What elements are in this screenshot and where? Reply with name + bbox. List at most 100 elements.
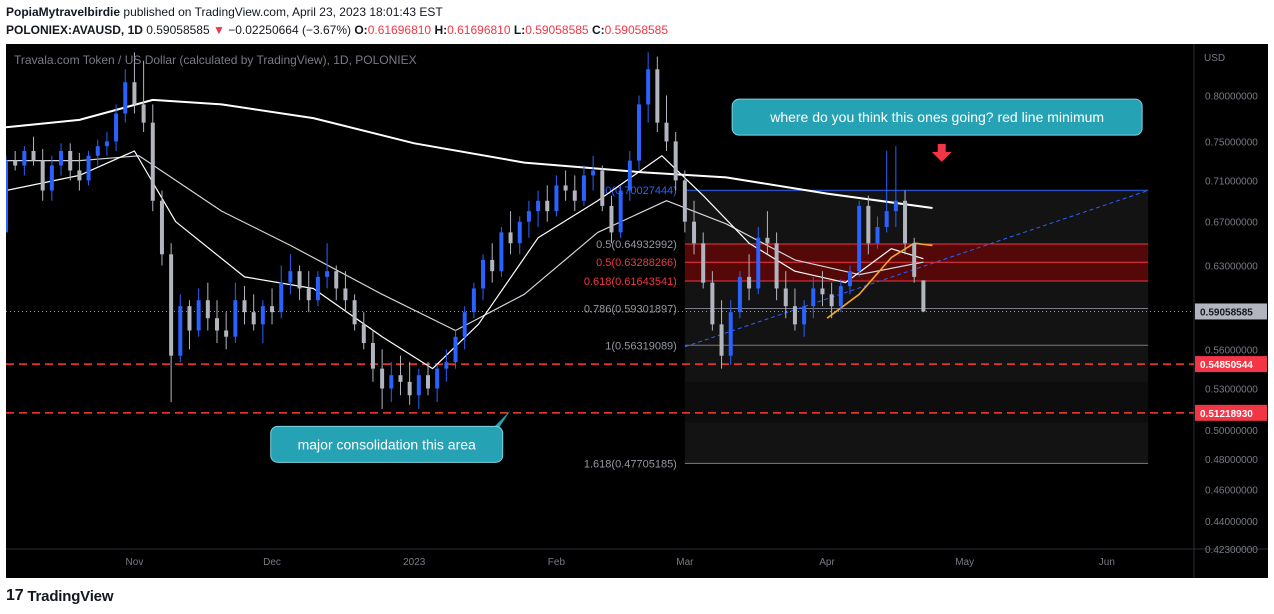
candle-body (233, 300, 238, 337)
footer: 17 TradingView (6, 584, 113, 608)
candle-body (86, 155, 91, 181)
horizontal-levels[interactable] (6, 310, 1194, 414)
price-chart[interactable]: 0(0.70027444) 0.5(0.64932992) 0.5(0.632882… (6, 44, 1268, 578)
candle-body (251, 312, 256, 325)
candles (6, 52, 926, 409)
candle-body (802, 306, 807, 325)
candle-body (453, 336, 458, 363)
fib-level-label: 0.618(0.61643541) (584, 276, 677, 288)
price-tick-label: 0.50000000 (1205, 426, 1258, 437)
candle-body (416, 375, 421, 396)
price-tick-label: 0.63000000 (1205, 261, 1258, 272)
author-name[interactable]: PopiaMytravelbirdie (6, 5, 121, 19)
candle-body (481, 259, 486, 289)
candle-body (361, 324, 366, 343)
candle-body (59, 150, 64, 166)
candle-body (719, 324, 724, 356)
candle-body (425, 375, 430, 389)
candle-body (380, 368, 385, 389)
tradingview-logo-icon: 17 (6, 587, 24, 604)
close-value: 0.59058585 (604, 23, 669, 37)
sma200-line (6, 98, 933, 209)
chart-area[interactable]: 0(0.70027444) 0.5(0.64932992) 0.5(0.632882… (6, 44, 1268, 578)
candle-body (205, 300, 210, 319)
candle-body (811, 288, 816, 307)
fibonacci-retracement[interactable]: 0(0.70027444) 0.5(0.64932992) 0.5(0.632882… (584, 185, 1149, 470)
candle-body (866, 205, 871, 244)
currency-label: USD (1204, 53, 1225, 64)
high-label: H: (434, 23, 448, 37)
annotation-callout-box[interactable] (731, 98, 1143, 136)
time-tick-label: Mar (676, 557, 694, 568)
fib-level-label: 0.5(0.64932992) (596, 239, 677, 251)
candle-body (6, 160, 8, 233)
candle-body (921, 280, 926, 312)
price-label-text: 0.59058585 (1200, 307, 1253, 318)
candle-body (169, 254, 174, 356)
candle-body (875, 227, 880, 244)
price-label-badge (1195, 404, 1267, 421)
candle-body (701, 243, 706, 283)
candle-body (13, 160, 18, 166)
candle-body (591, 170, 596, 176)
candle-body (297, 271, 302, 289)
low-value: 0.59058585 (525, 23, 589, 37)
time-tick-label: 2023 (403, 557, 426, 568)
change-value: −0.02250664 (−3.67%) (228, 23, 351, 37)
candle-body (655, 69, 660, 123)
open-label: O: (354, 23, 368, 37)
candle-body (435, 368, 440, 389)
candle-body (187, 306, 192, 331)
candle-body (95, 146, 100, 156)
time-tick-label: Dec (263, 557, 281, 568)
candle-body (774, 243, 779, 289)
high-value: 0.61696810 (447, 23, 511, 37)
annotation-consolidation-box[interactable] (270, 425, 504, 463)
price-axis-background[interactable] (1194, 44, 1268, 549)
fib-level-label: 0(0.70027444) (605, 185, 677, 197)
candle-body (627, 160, 632, 191)
candle-body (150, 122, 155, 201)
open-value: 0.61696810 (367, 23, 432, 37)
candle-body (315, 276, 320, 301)
tradingview-logo[interactable]: 17 TradingView (6, 587, 113, 605)
candle-body (912, 243, 917, 277)
candle-body (490, 259, 495, 272)
time-tick-label: Nov (126, 557, 144, 568)
price-label-text: 0.54850544 (1200, 360, 1253, 371)
candle-body (737, 276, 742, 313)
annotation-callout-text: where do you think this ones going? red … (769, 109, 1104, 125)
publication-text: published on TradingView.com, April 23, … (123, 5, 443, 19)
candle-body (499, 232, 504, 272)
trend-line[interactable] (684, 190, 1149, 348)
candle-body (646, 69, 651, 105)
price-axis[interactable]: 0.80000000 0.75000000 0.71000000 0.67000000… (1195, 91, 1267, 556)
candle-body (159, 200, 164, 255)
candle-body (22, 150, 27, 166)
candle-body (178, 306, 183, 356)
annotations[interactable]: where do you think this ones going? red … (270, 98, 1143, 463)
candle-body (471, 288, 476, 313)
candle-body (260, 306, 265, 325)
down-arrow-icon: ▼ (213, 23, 225, 37)
candle-body (288, 271, 293, 283)
candle-body (609, 205, 614, 233)
candle-body (31, 150, 36, 161)
candle-body (728, 312, 733, 356)
candle-body (224, 330, 229, 337)
symbol-label[interactable]: POLONIEX:AVAUSD, 1D (6, 23, 143, 37)
price-tick-label: 0.53000000 (1205, 385, 1258, 396)
candle-body (838, 286, 843, 307)
time-axis[interactable]: Nov Dec 2023 Feb Mar Apr May Jun (126, 557, 1115, 568)
candle-body (756, 237, 761, 289)
candle-body (444, 362, 449, 369)
candle-body (581, 175, 586, 201)
annotation-consolidation-text: major consolidation this area (298, 436, 476, 452)
low-label: L: (513, 23, 526, 37)
candle-body (710, 282, 715, 325)
fib-dark-band (684, 381, 1149, 423)
ema-fast-line (6, 150, 924, 370)
price-tick-label: 0.80000000 (1205, 91, 1258, 102)
candle-body (563, 185, 568, 191)
time-axis-background[interactable] (6, 549, 1268, 578)
